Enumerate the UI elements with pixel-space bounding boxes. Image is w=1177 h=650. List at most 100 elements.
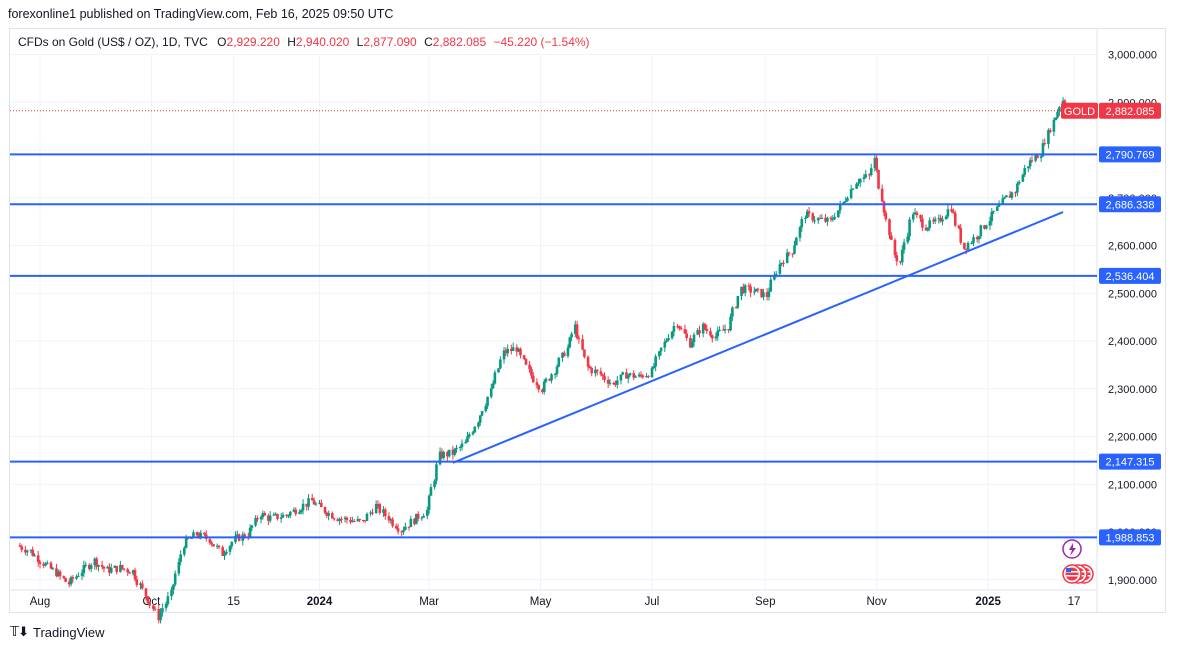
candle-body (899, 261, 902, 263)
candle-body (573, 324, 577, 334)
candle-body (541, 389, 544, 393)
candle-body (709, 331, 712, 336)
candle-body (504, 350, 508, 354)
chart-frame (9, 28, 1166, 613)
candle-body (895, 255, 899, 262)
candle-body (365, 513, 369, 521)
candle-body (62, 576, 66, 578)
candle-body (933, 218, 937, 222)
legend-low-label: L (356, 35, 364, 49)
candle-body (248, 527, 252, 538)
legend-close-value: 2,882.085 (432, 35, 487, 49)
candle-body (641, 375, 645, 378)
candle-body (153, 608, 157, 610)
candle-body (195, 532, 199, 536)
candle-body (670, 331, 674, 339)
candle-body (307, 498, 310, 507)
candle-body (723, 328, 727, 331)
candle-body (177, 561, 181, 574)
candle-body (223, 553, 226, 556)
candle-body (190, 537, 193, 539)
legend-change: −45.220 (−1.54%) (493, 35, 590, 49)
candle-body (531, 375, 535, 383)
candle-body (1027, 166, 1030, 169)
candle-body (122, 568, 126, 570)
candle-body (1003, 197, 1006, 199)
candle-body (151, 605, 155, 609)
candle-body (846, 198, 849, 201)
candle-body (650, 368, 654, 378)
symbol-tag-label: GOLD (1064, 106, 1095, 118)
candle-body (276, 513, 279, 519)
candle-body (478, 415, 482, 423)
last-price-tag (1099, 102, 1161, 119)
candle-body (256, 518, 259, 520)
candle-body (371, 512, 374, 514)
candle-body (511, 347, 515, 351)
candle-body (279, 517, 283, 519)
candle-body (287, 515, 290, 517)
x-tick-label: Nov (866, 596, 887, 608)
candle-body (977, 236, 981, 240)
candle-body (736, 296, 740, 308)
candle-body (831, 218, 835, 220)
candle-body (716, 330, 720, 337)
candle-body (793, 245, 796, 254)
y-tick-label: 2,500.000 (1108, 288, 1157, 300)
candle-body (606, 380, 610, 384)
y-tick-label: 1,900.000 (1108, 575, 1157, 587)
candle-body (833, 217, 836, 219)
candle-body (727, 328, 731, 331)
candle-body (983, 225, 986, 229)
candle-body (438, 451, 442, 465)
candle-body (135, 579, 139, 585)
candle-body (383, 509, 387, 517)
candle-body (24, 549, 27, 553)
candle-body (966, 242, 970, 250)
candle-body (340, 518, 343, 520)
candle-body (829, 217, 833, 220)
candle-body (637, 374, 641, 377)
candle-body (491, 383, 495, 389)
legend-high-label: H (287, 35, 296, 49)
candle-body (100, 564, 104, 567)
candle-body (288, 511, 292, 516)
candle-body (51, 568, 55, 570)
candle-body (352, 520, 356, 522)
candle-body (330, 513, 334, 519)
candle-body (25, 550, 29, 553)
candle-body (148, 603, 151, 606)
footer-brand[interactable]: 𝕋⬇ TradingView (10, 624, 105, 640)
candle-body (851, 188, 855, 190)
candle-body (455, 447, 458, 450)
candle-body (615, 380, 619, 385)
candle-body (926, 227, 930, 231)
y-tick-label: 2,200.000 (1108, 432, 1157, 444)
level-tag (1099, 267, 1161, 284)
candle-body (58, 571, 62, 577)
candle-body (884, 212, 888, 220)
candle-body (75, 576, 78, 579)
candle-body (698, 330, 701, 334)
candle-body (254, 518, 257, 526)
candle-body (314, 503, 318, 505)
candle-body (731, 307, 734, 317)
level-tag-label: 1,988.853 (1106, 532, 1155, 544)
candle-body (774, 273, 778, 275)
candle-body (685, 333, 689, 338)
level-tag-label: 2,790.769 (1106, 149, 1155, 161)
candle-body (553, 373, 557, 375)
legend-low-value: 2,877.090 (363, 35, 417, 49)
candle-body (442, 452, 446, 458)
candle-body (31, 549, 34, 556)
candle-body (146, 596, 150, 604)
candle-body (515, 347, 519, 352)
candle-body (1034, 155, 1037, 161)
candle-body (742, 286, 745, 293)
candle-body (259, 517, 263, 520)
candle-body (754, 288, 758, 292)
candle-body (327, 513, 330, 516)
candle-body (1052, 120, 1056, 132)
candle-body (734, 307, 738, 309)
